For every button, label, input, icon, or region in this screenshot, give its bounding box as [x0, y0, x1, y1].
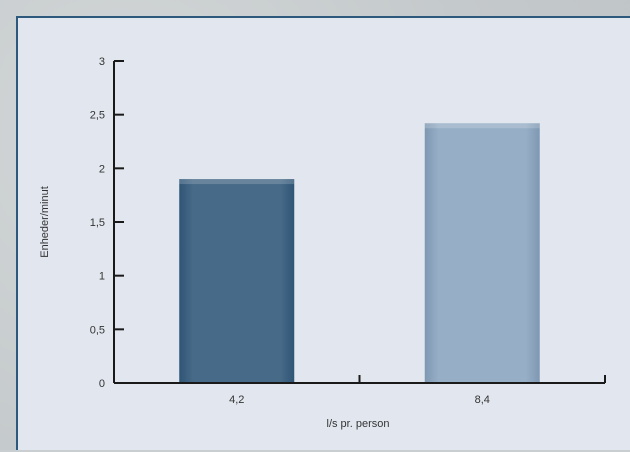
y-tick-label: 2 [99, 163, 105, 175]
y-tick-label: 1 [99, 271, 105, 283]
y-ticks-group: 0 0,5 1 1,5 2 2,5 3 [90, 56, 124, 390]
y-tick-label: 2,5 [90, 110, 105, 122]
x-tick-label: 8,4 [475, 394, 490, 406]
x-tick-label: 4,2 [229, 394, 244, 406]
bar-highlight [424, 123, 540, 129]
x-ticks-group: 4,2 8,4 [229, 375, 606, 406]
bar-chart: 0 0,5 1 1,5 2 2,5 3 4,2 8,4 Enheder/minut l/s p… [39, 56, 606, 430]
bar-2 [424, 123, 540, 384]
bars-group [179, 123, 540, 384]
x-axis-title: l/s pr. person [327, 418, 390, 430]
y-tick-label: 0,5 [90, 324, 105, 336]
y-tick-label: 0 [99, 378, 105, 390]
bar-highlight [179, 179, 295, 185]
chart-panel: 0 0,5 1 1,5 2 2,5 3 4,2 8,4 Enheder/minut l/s p… [16, 16, 630, 450]
y-axis-title: Enheder/minut [39, 186, 51, 258]
bar-1 [179, 179, 295, 383]
y-tick-label: 3 [99, 56, 105, 68]
y-tick-label: 1,5 [90, 217, 105, 229]
